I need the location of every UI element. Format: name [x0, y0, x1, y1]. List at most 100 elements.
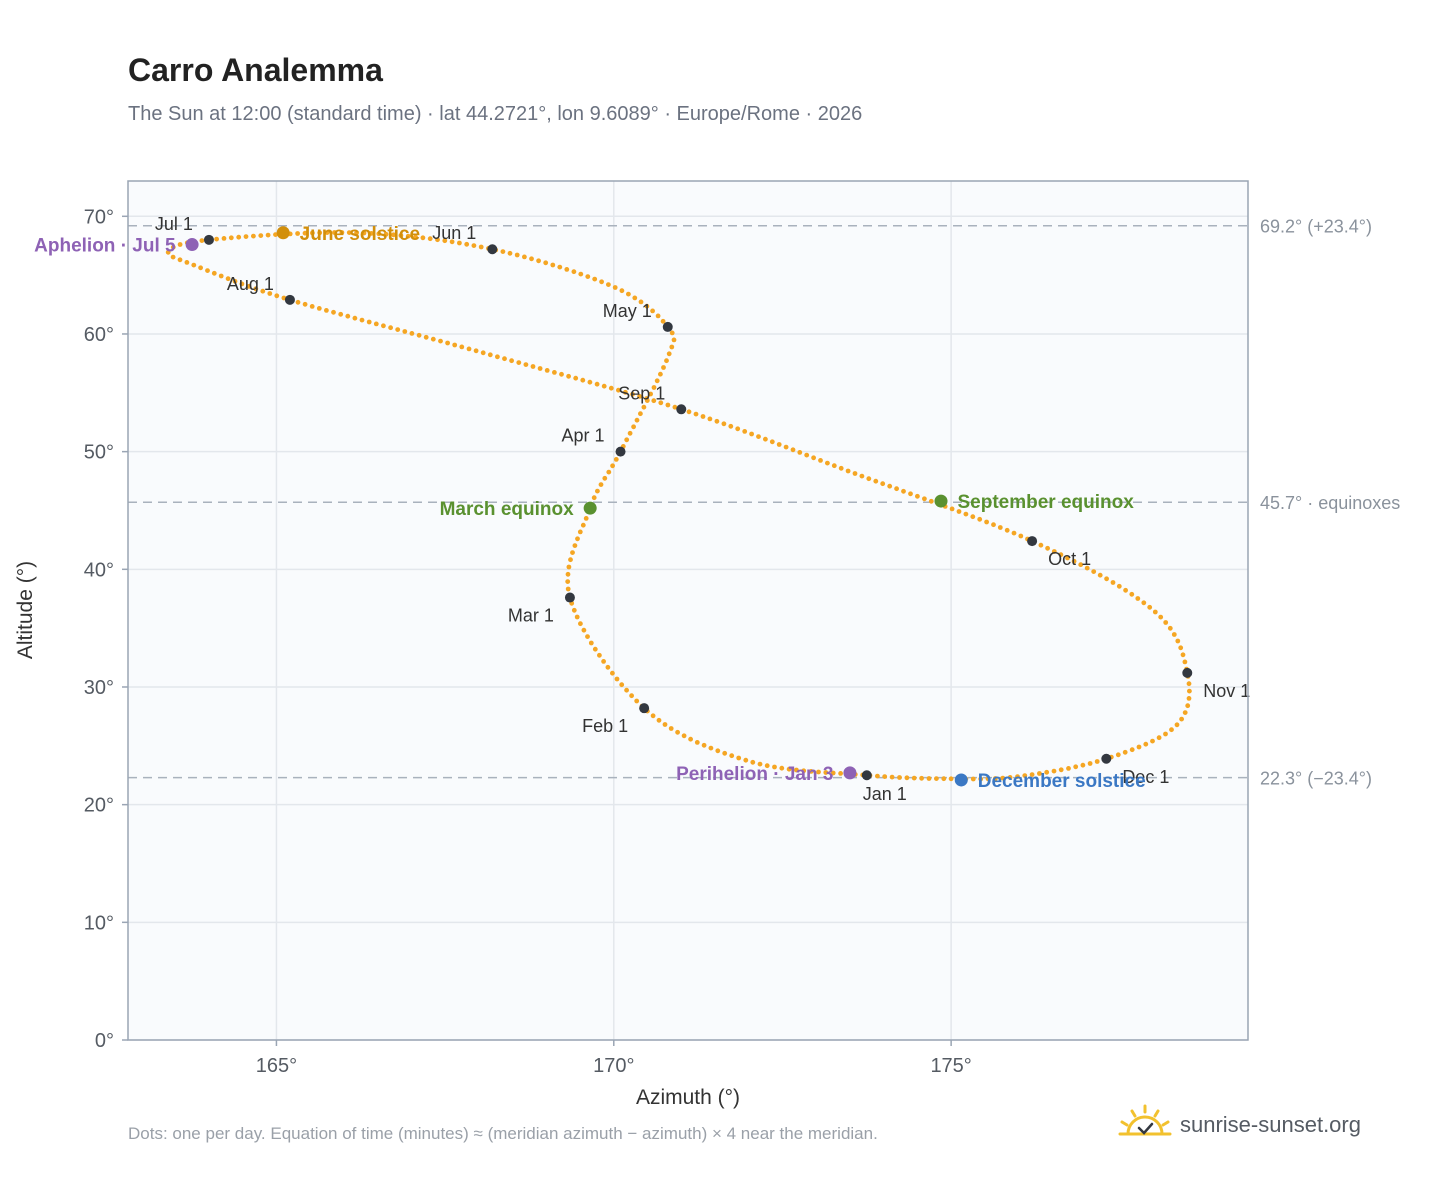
y-tick-label: 40°: [84, 559, 114, 581]
daily-sun-dot: [1135, 596, 1141, 601]
daily-sun-dot: [587, 379, 593, 385]
daily-sun-dot: [430, 336, 436, 342]
daily-sun-dot: [211, 270, 217, 276]
brand-logo[interactable]: sunrise-sunset.org: [1118, 1102, 1361, 1148]
daily-sun-dot: [581, 627, 587, 633]
daily-sun-dot: [1182, 710, 1188, 715]
daily-sun-dot: [170, 254, 176, 260]
daily-sun-dot: [580, 377, 586, 383]
month-marker: [564, 592, 575, 603]
daily-sun-dot: [1038, 542, 1044, 548]
daily-sun-dot: [880, 481, 886, 487]
daily-sun-dot: [352, 315, 358, 321]
daily-sun-dot: [722, 750, 728, 756]
daily-sun-dot: [714, 418, 720, 424]
daily-sun-dot: [239, 281, 245, 287]
daily-sun-dot: [631, 424, 636, 430]
daily-sun-dot: [675, 729, 680, 735]
daily-sun-dot: [668, 726, 674, 731]
daily-sun-dot: [191, 262, 197, 268]
chart-subtitle: The Sun at 12:00 (standard time) · lat 4…: [128, 103, 863, 125]
daily-sun-dot: [616, 387, 621, 393]
plot-area: [128, 181, 1248, 1040]
daily-sun-dot: [624, 687, 629, 693]
reference-line-label: 69.2° (+23.4°): [1260, 217, 1372, 237]
daily-sun-dot: [1136, 744, 1142, 750]
daily-sun-dot: [627, 430, 633, 436]
daily-sun-dot: [1058, 767, 1064, 773]
daily-sun-dot: [457, 240, 462, 246]
y-tick-label: 70°: [84, 206, 114, 228]
month-marker: [487, 244, 498, 255]
daily-sun-dot: [830, 770, 836, 776]
daily-sun-dot: [1015, 774, 1020, 779]
daily-sun-dot: [794, 767, 799, 773]
daily-sun-dot: [634, 417, 640, 423]
daily-sun-dot: [536, 258, 541, 264]
daily-sun-dot: [644, 396, 650, 401]
daily-sun-dot: [395, 327, 401, 332]
daily-sun-dot: [225, 276, 231, 282]
daily-sun-dot: [331, 309, 336, 315]
daily-sun-dot: [993, 776, 998, 781]
daily-sun-dot: [904, 775, 910, 781]
daily-sun-dot: [599, 279, 604, 285]
daily-sun-dot: [922, 496, 927, 502]
daily-sun-dot: [459, 344, 465, 350]
brand-name: sunrise-sunset.org: [1180, 1112, 1361, 1137]
daily-sun-dot: [908, 491, 913, 497]
daily-sun-dot: [464, 241, 470, 247]
daily-sun-dot: [366, 319, 372, 325]
daily-sun-dot: [473, 348, 479, 354]
daily-sun-dot: [388, 325, 393, 331]
daily-sun-dot: [509, 358, 514, 364]
daily-sun-dot: [638, 411, 643, 417]
y-tick-label: 0°: [95, 1030, 114, 1052]
month-marker: [615, 446, 626, 457]
daily-sun-dot: [514, 252, 520, 258]
daily-sun-dot: [783, 444, 789, 450]
daily-sun-dot: [831, 463, 837, 469]
daily-sun-dot: [580, 522, 586, 528]
daily-sun-dot: [608, 385, 614, 391]
daily-sun-dot: [606, 282, 611, 287]
daily-sun-dot: [601, 383, 607, 389]
month-label: Jan 1: [863, 784, 907, 804]
daily-sun-dot: [894, 486, 899, 492]
daily-sun-dot: [324, 230, 330, 236]
daily-sun-dot: [170, 244, 176, 250]
daily-sun-dot: [566, 564, 572, 570]
special-event-label: Perihelion · Jan 3: [676, 764, 833, 785]
daily-sun-dot: [859, 473, 865, 479]
daily-sun-dot: [598, 482, 604, 487]
daily-sun-dot: [309, 304, 315, 309]
daily-sun-dot: [557, 264, 563, 270]
daily-sun-dot: [1182, 659, 1188, 665]
daily-sun-dot: [985, 776, 991, 782]
daily-sun-dot: [1174, 722, 1180, 728]
daily-sun-dot: [630, 391, 635, 397]
daily-sun-dot: [743, 757, 749, 763]
daily-sun-dot: [302, 230, 308, 236]
daily-sun-dot: [619, 288, 625, 294]
daily-sun-dot: [1167, 625, 1173, 631]
daily-sun-dot: [665, 402, 671, 408]
special-event-label: March equinox: [440, 499, 575, 520]
daily-sun-dot: [361, 230, 367, 236]
special-event-label: December solstice: [978, 771, 1146, 792]
chart-title: Carro Analemma: [128, 52, 383, 88]
daily-sun-dot: [606, 469, 612, 475]
daily-sun-dot: [478, 244, 484, 250]
daily-sun-dot: [651, 398, 657, 404]
y-tick-label: 20°: [84, 795, 114, 817]
special-event-marker: [185, 238, 199, 252]
daily-sun-dot: [977, 516, 983, 522]
daily-sun-dot: [565, 579, 571, 584]
daily-sun-dot: [416, 332, 422, 338]
daily-sun-dot: [577, 529, 583, 535]
daily-sun-dot: [452, 342, 458, 348]
plot-frame: [127, 180, 1249, 1041]
month-marker: [1182, 667, 1193, 678]
daily-sun-dot: [1152, 609, 1158, 615]
x-tick-label: 165°: [256, 1055, 297, 1077]
